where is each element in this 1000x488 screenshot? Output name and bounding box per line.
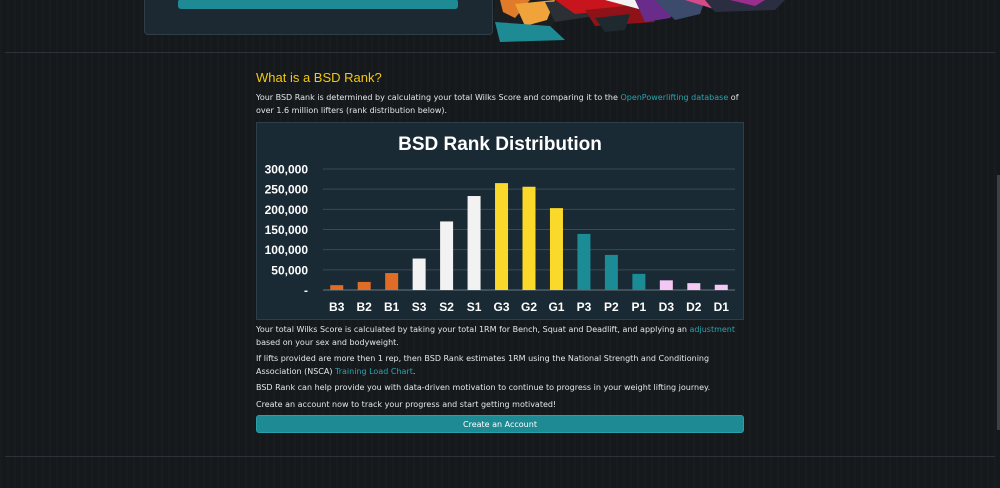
top-card (144, 0, 493, 35)
wilks-paragraph: Your total Wilks Score is calculated by … (256, 324, 744, 349)
x-tick-label: P1 (632, 300, 647, 314)
x-tick-label: B1 (384, 300, 400, 314)
openpowerlifting-link[interactable]: OpenPowerlifting database (620, 93, 729, 102)
bar-s2 (440, 221, 454, 290)
bsd-rank-section: What is a BSD Rank? Your BSD Rank is det… (256, 68, 744, 433)
chart-title: BSD Rank Distribution (398, 134, 602, 155)
x-tick-label: P2 (604, 300, 619, 314)
nsca-text: If lifts provided are more then 1 rep, t… (256, 354, 710, 376)
bar-b1 (385, 273, 399, 290)
top-card-button[interactable] (178, 0, 458, 9)
rank-distribution-chart: BSD Rank Distribution - 50,000 100,000 150,… (256, 122, 744, 320)
nsca-paragraph: If lifts provided are more then 1 rep, t… (256, 353, 744, 378)
bar-p1 (632, 273, 646, 290)
y-tick-label: - (304, 284, 308, 298)
intro-text-end: of over 1.6 million lifters (rank distri… (256, 93, 739, 115)
x-tick-label: B2 (357, 300, 373, 314)
chart-svg: BSD Rank Distribution - 50,000 100,000 150,… (265, 134, 735, 315)
hero-art-image (493, 0, 785, 42)
bar-d2 (687, 283, 701, 290)
bar-s1 (467, 196, 481, 290)
x-tick-label: D1 (714, 300, 730, 314)
bar-d1 (714, 284, 728, 290)
intro-text: Your BSD Rank is determined by calculati… (256, 93, 621, 102)
x-tick-label: S1 (467, 300, 482, 314)
scrollbar[interactable] (997, 175, 1000, 430)
bar-d3 (659, 280, 673, 290)
x-tick-label: P3 (577, 300, 592, 314)
y-tick-label: 50,000 (271, 263, 308, 277)
x-tick-label: G1 (548, 300, 564, 314)
cta-paragraph: Create an account now to track your prog… (256, 399, 557, 409)
bar-b2 (357, 281, 371, 290)
chart-bars (330, 183, 728, 290)
x-tick-label: S3 (412, 300, 427, 314)
divider-bottom (5, 456, 995, 457)
y-tick-label: 150,000 (265, 223, 309, 237)
bar-s3 (412, 258, 426, 290)
y-tick-label: 300,000 (265, 163, 309, 177)
x-tick-label: D3 (659, 300, 675, 314)
bar-b3 (330, 285, 344, 290)
create-account-button[interactable]: Create an Account (256, 415, 744, 433)
chart-labels: - 50,000 100,000 150,000 200,000 250,000 300,0… (265, 163, 730, 315)
divider-top (5, 52, 995, 53)
x-tick-label: S2 (439, 300, 454, 314)
motivation-paragraph: BSD Rank can help provide you with data-… (256, 383, 711, 392)
wilks-text: Your total Wilks Score is calculated by … (256, 325, 690, 334)
training-load-chart-link[interactable]: Training Load Chart (335, 366, 413, 376)
x-tick-label: G3 (494, 300, 510, 314)
y-tick-label: 250,000 (265, 183, 309, 197)
wilks-text-end: based on your sex and bodyweight. (256, 337, 399, 347)
section-title: What is a BSD Rank? (256, 70, 382, 85)
nsca-text-end: . (412, 366, 416, 376)
x-tick-label: B3 (329, 300, 345, 314)
intro-paragraph: Your BSD Rank is determined by calculati… (256, 92, 744, 117)
x-tick-label: G2 (521, 300, 537, 314)
adjustment-link[interactable]: adjustment (689, 325, 736, 334)
y-tick-label: 100,000 (265, 243, 309, 257)
bar-p3 (577, 233, 591, 290)
y-tick-label: 200,000 (265, 203, 309, 217)
bar-g2 (522, 186, 536, 290)
bar-g1 (549, 208, 563, 290)
bar-g3 (495, 183, 509, 290)
bar-p2 (604, 254, 618, 290)
x-tick-label: D2 (686, 300, 702, 314)
